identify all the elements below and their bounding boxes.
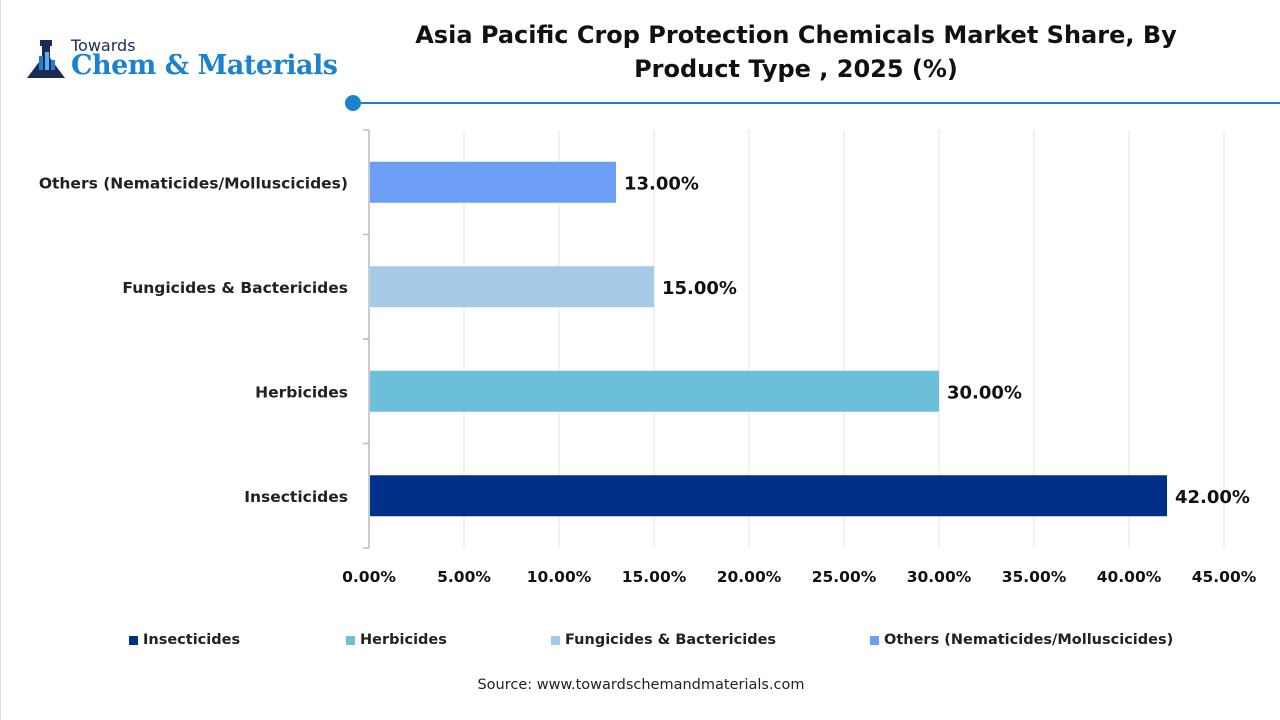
logo-towards: Towards [71, 36, 136, 55]
legend-label: Herbicides [360, 632, 447, 648]
x-tick-label: 30.00% [907, 568, 972, 586]
bar-3 [370, 161, 616, 203]
bar-1 [370, 370, 939, 412]
data-label: 42.00% [1175, 487, 1250, 508]
legend-label: Insecticides [143, 632, 241, 648]
bar-0 [370, 475, 1167, 517]
category-label: Fungicides & Bactericides [122, 279, 348, 297]
category-label: Others (Nematicides/Molluscicides) [39, 174, 348, 192]
bar-chart: 0.00% 5.00% 10.00% 15.00% 20.00% 25.00% 30.00%… [39, 129, 1257, 586]
legend-swatch [346, 635, 355, 645]
chart-title: Asia Pacific Crop Protection Chemicals M… [415, 21, 1177, 83]
logo-brand: Chem & Materials [71, 50, 338, 81]
category-label: Herbicides [255, 383, 348, 401]
legend-swatch [551, 635, 560, 645]
data-label: 15.00% [662, 278, 737, 299]
x-tick-label: 0.00% [342, 568, 396, 586]
x-tick-label: 45.00% [1192, 568, 1257, 586]
legend-item: Insecticides [129, 632, 240, 648]
legend-item: Fungicides & Bactericides [551, 632, 776, 648]
x-tick-label: 5.00% [437, 568, 491, 586]
legend-label: Others (Nematicides/Molluscicides) [884, 632, 1174, 648]
legend-swatch [870, 635, 879, 645]
title-rule [353, 102, 1280, 104]
category-label: Insecticides [244, 488, 348, 506]
x-tick-label: 25.00% [812, 568, 877, 586]
x-tick-label: 35.00% [1002, 568, 1067, 586]
source-note: Source: www.towardschemandmaterials.com [477, 677, 805, 693]
x-tick-label: 15.00% [622, 568, 687, 586]
legend: Insecticides Herbicides Fungicides & Bacte… [1, 632, 1280, 652]
x-tick-label: 20.00% [717, 568, 782, 586]
legend-swatch [129, 635, 138, 645]
flask-icon [27, 40, 65, 78]
bar-2 [370, 266, 654, 308]
data-label: 30.00% [947, 382, 1022, 403]
legend-label: Fungicides & Bactericides [565, 632, 777, 648]
x-tick-label: 10.00% [527, 568, 592, 586]
legend-item: Others (Nematicides/Molluscicides) [870, 632, 1173, 648]
x-tick-label: 40.00% [1097, 568, 1162, 586]
legend-item: Herbicides [346, 632, 447, 648]
data-label: 13.00% [624, 173, 699, 194]
